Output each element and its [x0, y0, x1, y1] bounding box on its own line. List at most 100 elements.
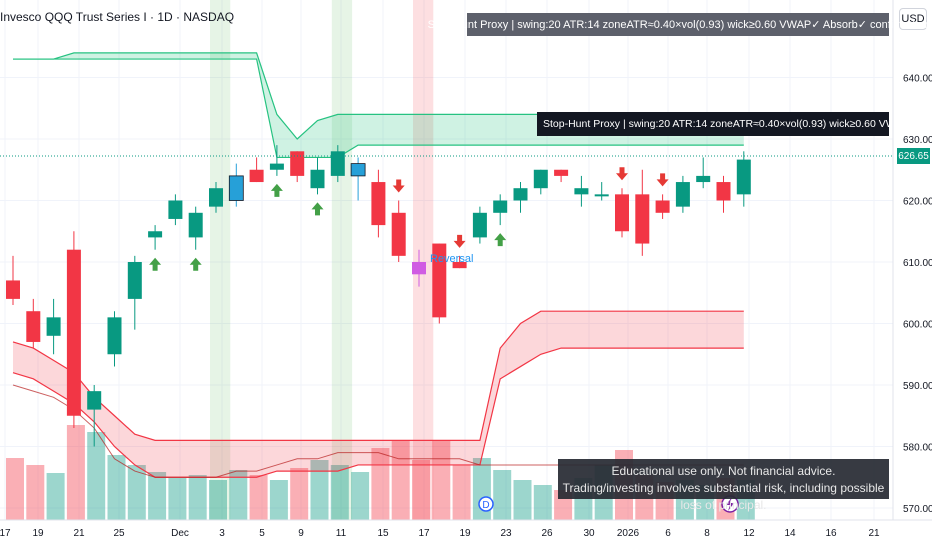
currency-button[interactable]: USD	[899, 8, 927, 30]
lower-zone-fill	[13, 311, 744, 478]
time-tick-label: 12	[743, 528, 755, 539]
price-axis[interactable]: 640.00 630.00 620.00 610.00 600.00 590.00 580.…	[903, 74, 932, 516]
volume-bar	[66, 425, 85, 520]
time-tick-label: 19	[32, 528, 44, 539]
volume-bar	[269, 480, 288, 520]
disclaimer-line-2: Trading/investing involves substantial r…	[562, 481, 885, 512]
candle-body	[228, 175, 244, 201]
disclaimer-line-1: Educational use only. Not financial advi…	[611, 464, 836, 478]
candle-body	[412, 262, 426, 275]
volume-bar	[310, 460, 329, 520]
candle-body	[554, 169, 569, 176]
chart-title[interactable]: Invesco QQQ Trust Series I · 1D · NASDAQ	[0, 10, 235, 24]
price-tick-label: 590.00	[903, 381, 932, 392]
time-tick-label: 26	[541, 528, 553, 539]
candle-body	[249, 169, 264, 183]
volume-bar	[87, 432, 106, 520]
indicator-tooltip: Stop-Hunt Proxy | swing:20 ATR:14 zoneAT…	[537, 112, 889, 136]
buy-arrow-icon	[189, 257, 202, 271]
volume-bar	[371, 448, 390, 520]
candle-body	[148, 231, 163, 238]
price-tick-label: 630.00	[903, 135, 932, 146]
indicator-info-label: Stop-Hunt Proxy | swing:20 ATR:14 zoneAT…	[428, 13, 928, 36]
candle-body	[46, 317, 61, 336]
time-tick-label: 11	[336, 528, 347, 539]
time-tick-label: 17	[0, 528, 11, 539]
candle-body	[127, 262, 142, 299]
price-tick-label: 580.00	[903, 443, 932, 454]
dividend-marker[interactable]: D	[478, 496, 494, 512]
price-tick-label: 620.00	[903, 197, 932, 208]
candle-body	[513, 188, 528, 201]
candle-body	[168, 200, 183, 219]
candle-body	[472, 212, 487, 238]
candle-body	[432, 243, 447, 318]
reversal-label: Reversal	[430, 253, 473, 265]
volume-bar	[412, 460, 430, 520]
candle-body	[574, 188, 589, 195]
upper-zone-bottom-line	[13, 58, 744, 159]
candle-body	[87, 391, 102, 410]
highlight-band	[210, 0, 231, 520]
volume-bar	[249, 475, 268, 520]
candle-body	[330, 151, 345, 176]
time-tick-label: 21	[73, 528, 85, 539]
volume-bar	[188, 475, 207, 520]
price-tick-label: 600.00	[903, 320, 932, 331]
volume-bar	[533, 485, 552, 520]
grid-lines	[0, 0, 893, 520]
volume-bar	[148, 472, 167, 520]
candle-body	[107, 317, 122, 355]
highlight-band	[331, 0, 353, 520]
time-axis[interactable]: 17 19 21 25 Dec 3 5 9 11 15 17 19 23 26 30 2026 6 8 12 14 16…	[0, 528, 880, 539]
sell-arrow-icon	[392, 179, 405, 193]
candle-body	[310, 169, 325, 189]
candle-body	[452, 262, 467, 269]
candle-body	[66, 249, 81, 416]
candlesticks	[6, 145, 751, 447]
volume-bar	[330, 465, 349, 520]
time-tick-label: 19	[459, 528, 471, 539]
price-tick-label: 610.00	[903, 258, 932, 269]
candle-body	[635, 194, 650, 244]
highlight-band	[413, 0, 434, 520]
volume-bar	[290, 468, 309, 520]
candle-body	[269, 163, 284, 170]
time-tick-label: 3	[219, 528, 225, 539]
lower-zone-bottom-line	[12, 347, 744, 478]
buy-arrow-icon	[270, 183, 283, 197]
disclaimer-box: Educational use only. Not financial advi…	[558, 459, 889, 512]
time-tick-label: 5	[259, 528, 265, 539]
candle-body	[391, 212, 406, 256]
time-tick-label: 16	[825, 528, 837, 539]
volume-bar	[513, 480, 532, 520]
time-tick-label: 23	[500, 528, 512, 539]
volume-bar	[6, 458, 24, 520]
volume-bar	[107, 455, 126, 520]
candle-body	[350, 163, 366, 177]
volume-bar	[493, 470, 512, 520]
candle-body	[716, 182, 731, 201]
time-tick-label: 2026	[617, 528, 640, 539]
candle-body	[188, 212, 203, 238]
candle-body	[736, 159, 751, 195]
candle-body	[371, 182, 386, 226]
time-tick-label: 9	[298, 528, 304, 539]
highlight-bands	[210, 0, 434, 520]
candle-body	[615, 194, 629, 232]
volume-bar	[351, 472, 370, 520]
volume-bar	[46, 473, 65, 520]
signal-arrows	[149, 167, 669, 271]
buy-arrow-icon	[494, 233, 507, 247]
candle-body	[594, 194, 609, 197]
volume-bar	[229, 470, 248, 520]
last-price-badge: 626.65	[897, 148, 930, 164]
time-tick-label: 8	[704, 528, 710, 539]
candle-body	[675, 182, 690, 207]
candle-body	[533, 169, 548, 189]
volume-bar	[209, 480, 227, 520]
volume-bar	[26, 465, 45, 520]
volume-bar	[168, 478, 187, 520]
candle-body	[290, 151, 305, 176]
